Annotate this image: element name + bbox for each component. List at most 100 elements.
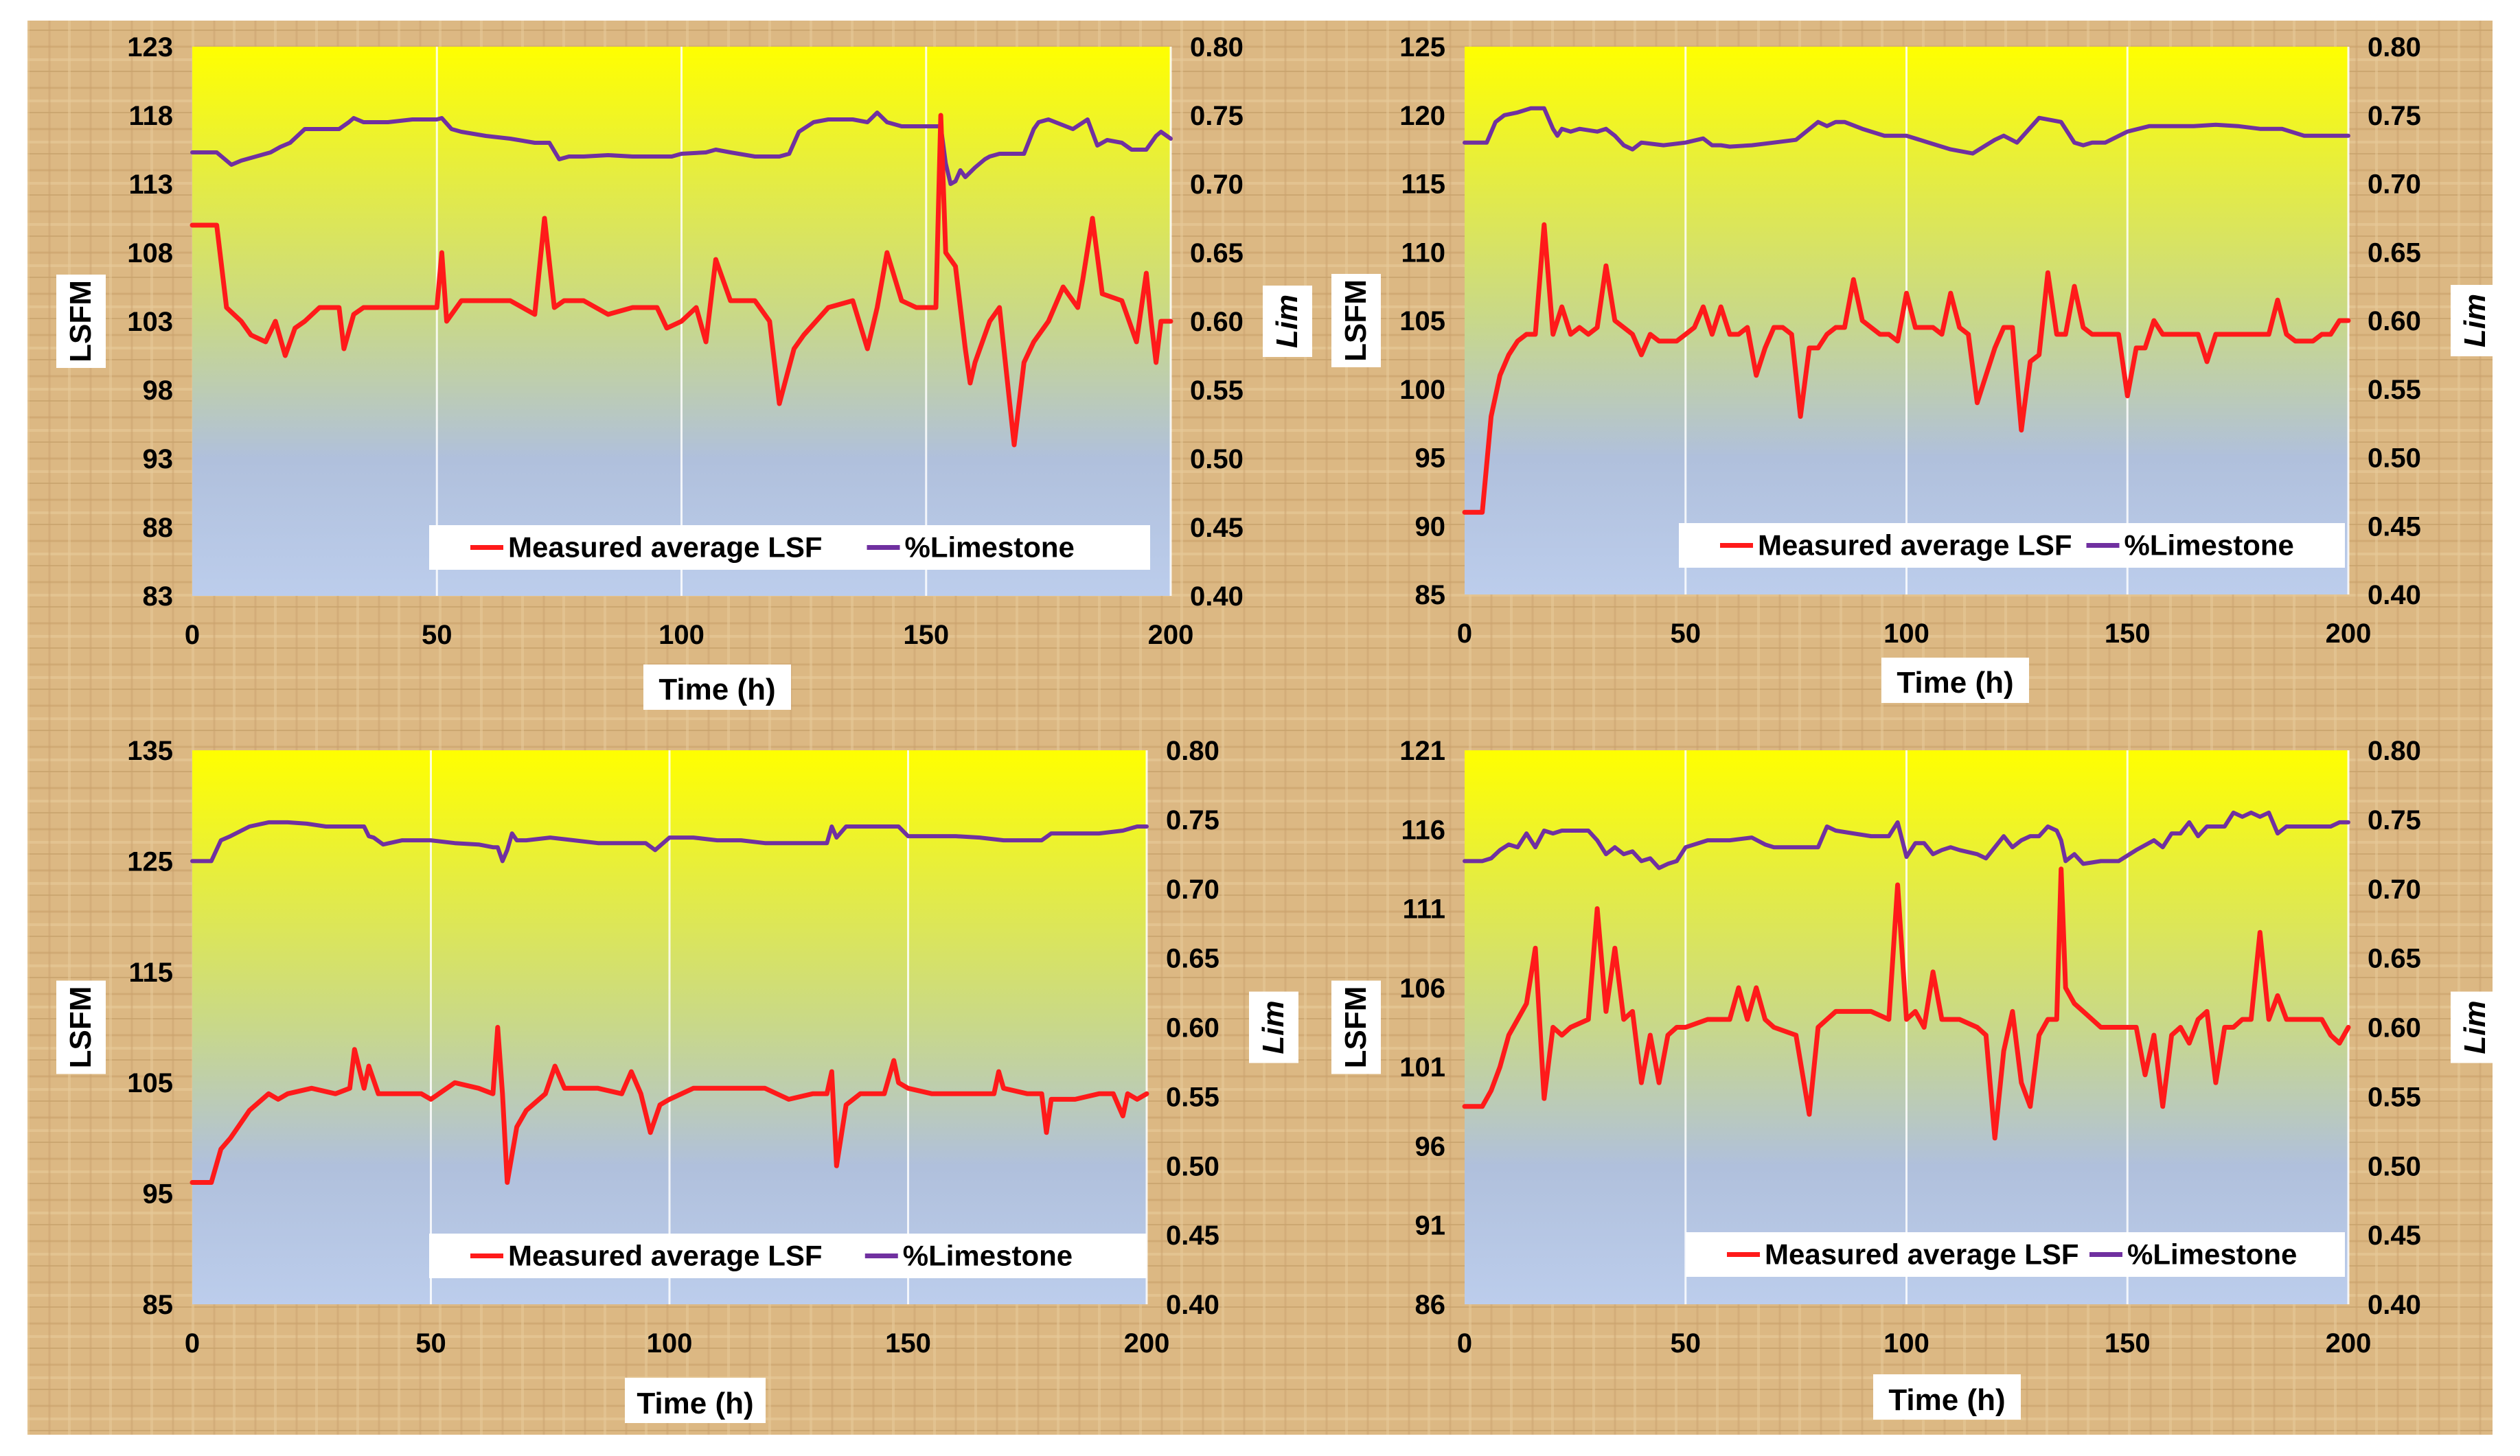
x-tick-label: 200 (2326, 619, 2372, 649)
x-tick-label: 200 (1148, 620, 1194, 650)
y2-tick-label: 0.45 (2368, 511, 2421, 542)
y-tick-label: 98 (143, 375, 174, 406)
x-axis-label: Time (h) (1897, 666, 2013, 700)
y2-tick-label: 0.65 (2368, 238, 2421, 268)
y-tick-label: 105 (127, 1068, 173, 1098)
chart-bottom-right: 0 50 100 150 200 86 91 96 101 106 111 116 121 0.40 0.4… (1331, 736, 2500, 1420)
x-tick-label: 50 (1671, 1328, 1702, 1359)
y2-tick-label: 0.75 (2368, 805, 2421, 835)
y2-tick-label: 0.60 (2368, 306, 2421, 336)
x-tick-label: 0 (185, 1328, 200, 1359)
y2-tick-label: 0.50 (2368, 443, 2421, 474)
y-axis-label: LSFM (64, 280, 98, 362)
x-tick-label: 150 (2105, 1328, 2151, 1359)
y2-axis-label: Lim (1270, 294, 1304, 348)
y-tick-label: 116 (1401, 815, 1445, 845)
x-axis-label: Time (h) (658, 673, 775, 706)
x-tick-label: 200 (2326, 1328, 2372, 1359)
x-tick-label: 50 (1671, 619, 1702, 649)
y2-tick-label: 0.40 (2368, 1290, 2421, 1320)
y-axis-label-box (56, 275, 106, 368)
y-tick-label: 100 (1399, 375, 1445, 405)
y2-tick-label: 0.55 (1166, 1082, 1219, 1112)
y-tick-label: 123 (127, 32, 173, 62)
x-axis-label-box (1873, 1374, 2021, 1420)
y-axis-label: LSFM (1339, 986, 1373, 1069)
y-tick-label: 103 (127, 307, 173, 337)
legend-label: %Limestone (2124, 529, 2294, 562)
y2-tick-label: 0.75 (2368, 101, 2421, 131)
legend-label: Measured average LSF (508, 1240, 823, 1272)
y2-tick-label: 0.70 (1190, 170, 1244, 200)
chart-top-right: 0 50 100 150 200 85 90 95 100 105 110 115 120 125 0.40… (1331, 32, 2500, 703)
y-tick-label: 115 (1401, 170, 1445, 200)
x-axis-label-box (625, 1378, 766, 1423)
y-tick-label: 96 (1415, 1131, 1446, 1162)
y-tick-label: 95 (1415, 443, 1446, 474)
x-tick-label: 50 (422, 620, 453, 650)
y2-axis-label: Lim (1257, 1000, 1290, 1054)
y2-tick-label: 0.60 (1166, 1013, 1219, 1043)
y-tick-label: 113 (128, 170, 173, 200)
series-line-lsf (1462, 222, 2351, 515)
x-axis-label-box (643, 665, 791, 710)
series-line-lsf (190, 1025, 1149, 1185)
y-tick-label: 108 (127, 238, 173, 268)
charts-layer: 0 50 100 150 200838893981031081131181230.400… (56, 32, 2500, 1423)
y-tick-label: 125 (1399, 32, 1445, 62)
chart-top-left: 0 50 100 150 200 83 88 93 98 103 108 113 118 123 0.40 0… (56, 32, 1312, 710)
series-line-limestone (1463, 810, 2350, 870)
y-tick-label: 135 (127, 736, 173, 766)
x-tick-label: 200 (1124, 1328, 1170, 1359)
y-tick-label: 85 (1415, 580, 1446, 610)
y-tick-label: 110 (1401, 238, 1445, 268)
y2-tick-label: 0.65 (1166, 944, 1219, 974)
y2-tick-label: 0.50 (1190, 444, 1244, 474)
series-line-lsf (1462, 866, 2351, 1141)
series-line-limestone (190, 111, 1173, 186)
y2-axis-label: Lim (2458, 294, 2492, 347)
y2-tick-label: 0.75 (1166, 805, 1219, 835)
x-tick-label: 100 (1883, 619, 1929, 649)
x-tick-label: 100 (647, 1328, 693, 1359)
legend-box (429, 1234, 1147, 1278)
y2-axis-label: Lim (2458, 1000, 2492, 1054)
y2-tick-label: 0.60 (2368, 1013, 2421, 1043)
y2-tick-label: 0.80 (1190, 32, 1244, 62)
y2-tick-label: 0.40 (2368, 580, 2421, 610)
x-axis-label: Time (h) (637, 1387, 753, 1420)
x-tick-label: 50 (415, 1328, 446, 1359)
legend-box (1686, 1232, 2345, 1277)
y-axis-label-box (1331, 274, 1381, 367)
series-line-limestone (190, 820, 1149, 864)
y2-tick-label: 0.70 (1166, 875, 1219, 905)
y2-tick-label: 0.55 (1190, 375, 1244, 406)
y2-tick-label: 0.45 (2368, 1221, 2421, 1251)
y-tick-label: 105 (1399, 306, 1445, 336)
y-axis-label-box (56, 980, 106, 1074)
legend-box (1679, 523, 2345, 568)
legend-label: %Limestone (903, 1240, 1073, 1272)
y-tick-label: 125 (127, 846, 173, 877)
y2-tick-label: 0.80 (2368, 32, 2421, 62)
y-tick-label: 90 (1415, 511, 1446, 542)
y-tick-label: 106 (1399, 973, 1445, 1004)
y2-tick-label: 0.75 (1190, 101, 1244, 131)
y2-tick-label: 0.80 (2368, 736, 2421, 766)
y2-tick-label: 0.45 (1166, 1221, 1219, 1251)
y-axis-label-box (1331, 980, 1381, 1074)
legend-label: %Limestone (905, 531, 1075, 564)
y-axis-label: LSFM (64, 986, 98, 1069)
y2-tick-label: 0.50 (2368, 1151, 2421, 1181)
y2-axis-label-box (2451, 285, 2500, 356)
y-tick-label: 91 (1415, 1211, 1446, 1241)
x-tick-label: 100 (658, 620, 705, 650)
y-tick-label: 88 (143, 513, 174, 543)
y2-tick-label: 0.50 (1166, 1151, 1219, 1181)
y-axis-label: LSFM (1339, 279, 1373, 362)
y2-axis-label-box (1249, 991, 1298, 1063)
x-axis-label: Time (h) (1888, 1383, 2005, 1417)
x-tick-label: 0 (1457, 619, 1472, 649)
y-tick-label: 111 (1403, 894, 1445, 925)
